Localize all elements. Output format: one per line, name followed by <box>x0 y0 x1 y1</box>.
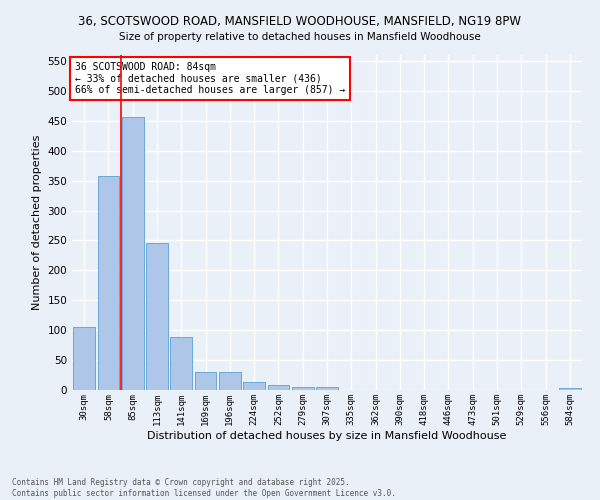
Text: 36, SCOTSWOOD ROAD, MANSFIELD WOODHOUSE, MANSFIELD, NG19 8PW: 36, SCOTSWOOD ROAD, MANSFIELD WOODHOUSE,… <box>79 15 521 28</box>
Text: Contains HM Land Registry data © Crown copyright and database right 2025.
Contai: Contains HM Land Registry data © Crown c… <box>12 478 396 498</box>
Bar <box>243 382 265 390</box>
Bar <box>97 176 119 390</box>
X-axis label: Distribution of detached houses by size in Mansfield Woodhouse: Distribution of detached houses by size … <box>148 430 506 440</box>
Text: 36 SCOTSWOOD ROAD: 84sqm
← 33% of detached houses are smaller (436)
66% of semi-: 36 SCOTSWOOD ROAD: 84sqm ← 33% of detach… <box>74 62 345 95</box>
Bar <box>268 385 289 390</box>
Bar <box>316 387 338 390</box>
Text: Size of property relative to detached houses in Mansfield Woodhouse: Size of property relative to detached ho… <box>119 32 481 42</box>
Bar <box>194 372 217 390</box>
Bar <box>146 244 168 390</box>
Bar <box>170 338 192 390</box>
Bar <box>122 116 143 390</box>
Bar <box>219 372 241 390</box>
Bar <box>73 327 95 390</box>
Y-axis label: Number of detached properties: Number of detached properties <box>32 135 42 310</box>
Bar <box>292 387 314 390</box>
Bar <box>559 388 581 390</box>
